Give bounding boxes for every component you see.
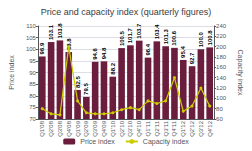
svg-text:103.1: 103.1: [48, 24, 54, 40]
svg-text:Capacity index: Capacity index: [236, 50, 244, 96]
svg-text:100: 100: [26, 46, 37, 52]
svg-text:80: 80: [216, 106, 223, 112]
svg-text:90: 90: [29, 70, 36, 76]
svg-text:100.6: 100.6: [171, 30, 177, 46]
svg-text:96.4: 96.4: [145, 43, 151, 55]
svg-text:Q4'12: Q4'12: [207, 120, 213, 136]
svg-text:95: 95: [29, 58, 36, 64]
svg-text:Q4'09: Q4'09: [101, 120, 107, 136]
svg-text:75: 75: [29, 104, 36, 110]
svg-text:100.0: 100.0: [198, 32, 204, 48]
svg-text:82.5: 82.5: [74, 76, 81, 88]
svg-text:Q2'10: Q2'10: [119, 120, 125, 136]
svg-text:101.7: 101.7: [127, 28, 133, 44]
svg-text:120: 120: [216, 85, 227, 91]
svg-text:Q4'08: Q4'08: [66, 120, 72, 136]
svg-text:Q3'12: Q3'12: [198, 120, 204, 136]
svg-text:94.6: 94.6: [92, 47, 98, 59]
svg-text:160: 160: [216, 64, 227, 70]
svg-text:70: 70: [29, 116, 36, 122]
svg-text:Q1'08: Q1'08: [39, 120, 45, 136]
svg-text:Q1'10: Q1'10: [110, 120, 116, 136]
svg-text:98.8: 98.8: [65, 38, 72, 50]
svg-text:Q3'08: Q3'08: [57, 120, 63, 136]
svg-text:Q1'11: Q1'11: [145, 120, 151, 136]
svg-text:80: 80: [29, 93, 36, 99]
svg-text:Q2'12: Q2'12: [189, 120, 195, 136]
svg-text:Price and capacity index (quar: Price and capacity index (quarterly figu…: [41, 7, 212, 17]
svg-text:92.7: 92.7: [189, 52, 195, 64]
svg-text:220: 220: [216, 33, 227, 39]
svg-text:Q2'09: Q2'09: [83, 120, 89, 136]
svg-text:Q2'08: Q2'08: [48, 120, 54, 136]
svg-text:100.8: 100.8: [207, 30, 213, 46]
svg-text:180: 180: [216, 54, 227, 60]
svg-text:Q3'09: Q3'09: [92, 120, 98, 136]
svg-text:Q2'11: Q2'11: [154, 120, 160, 136]
svg-text:Price index: Price index: [8, 55, 15, 90]
svg-text:103.4: 103.4: [154, 24, 160, 40]
svg-text:95.4: 95.4: [180, 46, 186, 58]
svg-text:105: 105: [26, 35, 37, 41]
svg-text:Q4'11: Q4'11: [171, 120, 177, 136]
svg-text:Q1'09: Q1'09: [75, 120, 81, 136]
svg-text:60: 60: [216, 116, 223, 122]
svg-text:Capacity index: Capacity index: [143, 138, 189, 146]
svg-text:Q3'10: Q3'10: [127, 120, 133, 136]
svg-text:88.2: 88.2: [110, 62, 116, 74]
svg-text:79.5: 79.5: [83, 83, 89, 95]
svg-text:85: 85: [29, 81, 36, 87]
svg-text:103.8: 103.8: [57, 23, 63, 39]
svg-text:100: 100: [216, 95, 227, 101]
svg-text:Q3'11: Q3'11: [163, 120, 169, 136]
svg-text:Q1'12: Q1'12: [180, 120, 186, 136]
svg-text:240: 240: [216, 23, 227, 29]
svg-text:Price index: Price index: [80, 138, 115, 145]
svg-text:Q4'10: Q4'10: [136, 120, 142, 136]
svg-text:100.5: 100.5: [119, 30, 125, 46]
svg-text:94.8: 94.8: [101, 47, 107, 59]
svg-text:103.7: 103.7: [136, 23, 142, 39]
svg-text:110: 110: [26, 23, 36, 29]
svg-text:101.3: 101.3: [163, 29, 169, 45]
svg-text:140: 140: [216, 75, 227, 81]
svg-text:96.9: 96.9: [39, 42, 45, 54]
svg-text:200: 200: [216, 44, 227, 50]
